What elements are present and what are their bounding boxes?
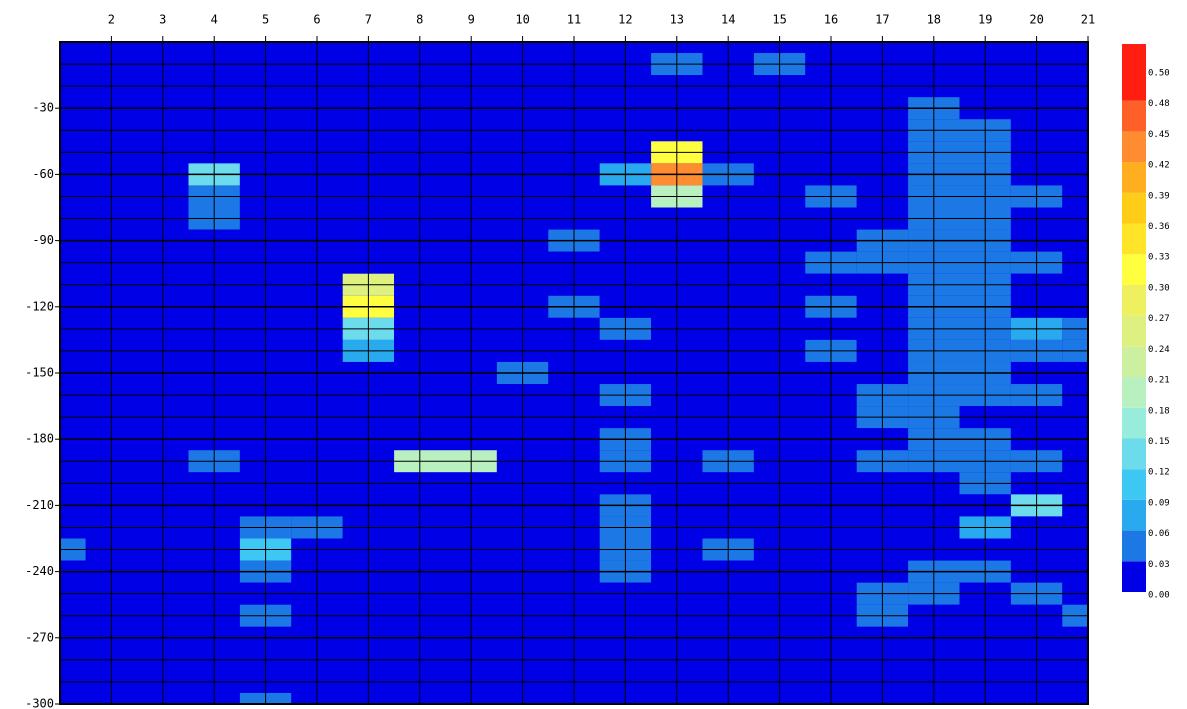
colorbar-label: 0.00 bbox=[1148, 591, 1170, 601]
contour-cell bbox=[1062, 692, 1088, 704]
colorbar-swatch bbox=[1122, 131, 1146, 163]
colorbar-label: 0.03 bbox=[1148, 560, 1170, 570]
colorbar-label: 0.42 bbox=[1148, 161, 1170, 171]
colorbar-label: 0.18 bbox=[1148, 406, 1170, 416]
colorbar-swatch bbox=[1122, 254, 1146, 285]
y-tick-label: -180 bbox=[25, 432, 54, 446]
colorbar-top bbox=[1122, 44, 1146, 70]
colorbar-swatch bbox=[1122, 192, 1146, 224]
colorbar-label: 0.12 bbox=[1148, 468, 1170, 478]
colorbar-swatch bbox=[1122, 100, 1146, 132]
x-tick-label: 17 bbox=[875, 13, 889, 27]
colorbar-swatch bbox=[1122, 284, 1146, 316]
x-tick-label: 12 bbox=[618, 13, 632, 27]
x-tick-label: 7 bbox=[365, 13, 372, 27]
x-tick-label: 21 bbox=[1081, 13, 1095, 27]
colorbar-label: 0.15 bbox=[1148, 437, 1170, 447]
x-tick-label: 11 bbox=[567, 13, 581, 27]
colorbar-swatch bbox=[1122, 561, 1146, 592]
colorbar-label: 0.24 bbox=[1148, 345, 1170, 355]
contour-cell bbox=[60, 692, 86, 704]
contour-cell bbox=[1062, 42, 1088, 54]
contour-cell bbox=[60, 42, 86, 54]
x-tick-label: 6 bbox=[313, 13, 320, 27]
y-tick-label: -300 bbox=[25, 697, 54, 709]
colorbar-label: 0.09 bbox=[1148, 498, 1170, 508]
y-tick-label: -60 bbox=[32, 167, 54, 181]
colorbar-label: 0.50 bbox=[1148, 69, 1170, 79]
colorbar-swatch bbox=[1122, 438, 1146, 470]
x-tick-label: 13 bbox=[670, 13, 684, 27]
colorbar-swatch bbox=[1122, 407, 1146, 439]
colorbar-swatch bbox=[1122, 315, 1146, 347]
x-tick-label: 10 bbox=[515, 13, 529, 27]
colorbar-swatch bbox=[1122, 346, 1146, 378]
y-tick-label: -30 bbox=[32, 101, 54, 115]
y-tick-label: -120 bbox=[25, 299, 54, 313]
x-tick-label: 18 bbox=[927, 13, 941, 27]
colorbar: 0.00 0.03 0.06 0.09 0.12 0.15 0.18 0.21 0.24 0.27… bbox=[1122, 44, 1170, 601]
y-tick-label: -270 bbox=[25, 630, 54, 644]
colorbar-swatch bbox=[1122, 223, 1146, 255]
x-tick-label: 19 bbox=[978, 13, 992, 27]
colorbar-swatch bbox=[1122, 70, 1146, 101]
colorbar-label: 0.39 bbox=[1148, 191, 1170, 201]
colorbar-label: 0.27 bbox=[1148, 314, 1170, 324]
x-tick-label: 9 bbox=[468, 13, 475, 27]
colorbar-label: 0.06 bbox=[1148, 529, 1170, 539]
colorbar-label: 0.30 bbox=[1148, 283, 1170, 293]
colorbar-swatch bbox=[1122, 530, 1146, 562]
colorbar-swatch bbox=[1122, 499, 1146, 531]
x-tick-label: 4 bbox=[211, 13, 218, 27]
x-tick-label: 16 bbox=[824, 13, 838, 27]
x-tick-label: 15 bbox=[772, 13, 786, 27]
colorbar-label: 0.33 bbox=[1148, 253, 1170, 263]
y-tick-label: -240 bbox=[25, 564, 54, 578]
colorbar-label: 0.36 bbox=[1148, 222, 1170, 232]
colorbar-label: 0.45 bbox=[1148, 130, 1170, 140]
colorbar-label: 0.21 bbox=[1148, 376, 1170, 386]
colorbar-swatch bbox=[1122, 469, 1146, 500]
x-tick-label: 8 bbox=[416, 13, 423, 27]
y-tick-label: -150 bbox=[25, 366, 54, 380]
y-tick-label: -90 bbox=[32, 233, 54, 247]
y-tick-label: -210 bbox=[25, 498, 54, 512]
x-tick-label: 3 bbox=[159, 13, 166, 27]
x-tick-label: 2 bbox=[108, 13, 115, 27]
x-tick-label: 20 bbox=[1029, 13, 1043, 27]
colorbar-label: 0.48 bbox=[1148, 99, 1170, 109]
x-tick-label: 14 bbox=[721, 13, 735, 27]
plot-area bbox=[60, 42, 1088, 704]
colorbar-swatch bbox=[1122, 377, 1146, 408]
x-tick-label: 5 bbox=[262, 13, 269, 27]
colorbar-swatch bbox=[1122, 162, 1146, 193]
